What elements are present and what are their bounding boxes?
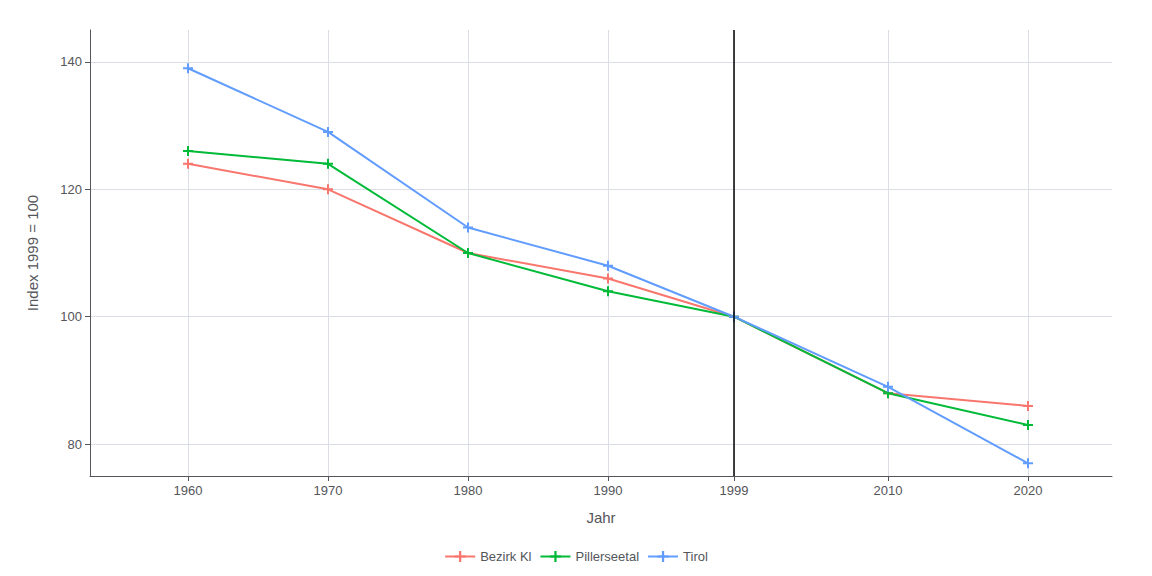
- svg-text:1980: 1980: [454, 483, 483, 498]
- svg-text:1999: 1999: [720, 483, 749, 498]
- svg-text:100: 100: [60, 309, 82, 324]
- svg-text:80: 80: [68, 437, 82, 452]
- svg-text:120: 120: [60, 182, 82, 197]
- svg-text:2010: 2010: [874, 483, 903, 498]
- svg-text:2020: 2020: [1014, 483, 1043, 498]
- svg-text:1960: 1960: [174, 483, 203, 498]
- svg-text:140: 140: [60, 54, 82, 69]
- svg-text:Pillerseetal: Pillerseetal: [575, 549, 639, 564]
- svg-text:Tirol: Tirol: [683, 549, 708, 564]
- svg-text:Index 1999 = 100: Index 1999 = 100: [24, 195, 41, 311]
- svg-text:1990: 1990: [594, 483, 623, 498]
- svg-text:Bezirk Kl: Bezirk Kl: [480, 549, 531, 564]
- svg-text:Jahr: Jahr: [586, 509, 615, 526]
- svg-text:1970: 1970: [314, 483, 343, 498]
